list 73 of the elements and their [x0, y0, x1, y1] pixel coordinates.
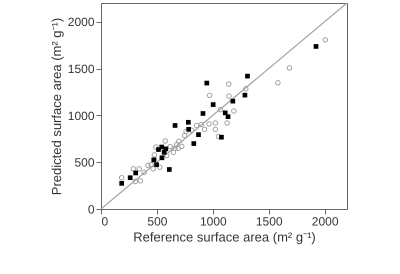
point [183, 128, 189, 134]
y-axis-title: Predicted surface area (m² g⁻¹) [48, 18, 64, 196]
x-tick-label: 500 [147, 214, 168, 228]
x-tick-label: 1000 [200, 214, 227, 228]
point [212, 126, 218, 132]
point [118, 174, 124, 180]
point [167, 144, 173, 150]
point [314, 44, 318, 49]
point [196, 132, 201, 137]
point [242, 92, 248, 98]
point [322, 37, 328, 43]
point [218, 106, 224, 112]
point [172, 123, 178, 128]
point [275, 80, 281, 86]
point [224, 120, 230, 126]
point [132, 178, 138, 184]
point [119, 181, 124, 186]
point [130, 166, 136, 172]
point [128, 175, 133, 180]
y-tick-label: 1500 [68, 62, 95, 76]
point [231, 108, 237, 114]
y-tick-label: 500 [74, 156, 95, 170]
point [175, 146, 181, 151]
point [153, 144, 159, 150]
point [186, 126, 192, 132]
point [230, 98, 236, 104]
point [150, 166, 156, 172]
point [202, 126, 208, 132]
point [226, 81, 232, 87]
y-tick-label: 2000 [68, 15, 95, 30]
x-axis-title: Reference surface area (m² g⁻¹) [133, 230, 316, 244]
point [141, 170, 147, 176]
x-tick-label: 0 [102, 214, 108, 228]
x-tick-label: 2000 [312, 214, 339, 228]
point [172, 146, 178, 151]
point [194, 122, 200, 128]
point [204, 80, 210, 86]
point [138, 178, 144, 184]
point [136, 166, 142, 172]
point [166, 167, 172, 172]
point [164, 152, 170, 158]
point [133, 170, 138, 176]
point [286, 65, 292, 71]
point [186, 120, 191, 125]
point [206, 121, 212, 127]
y-tick-label: 1000 [68, 108, 95, 123]
point [243, 86, 249, 92]
point [210, 102, 216, 107]
point [157, 164, 163, 170]
point [160, 155, 164, 160]
point [176, 138, 182, 144]
point [200, 111, 206, 116]
point [159, 144, 164, 150]
point [206, 92, 212, 98]
point [164, 146, 168, 152]
point [145, 162, 151, 168]
point [170, 150, 176, 156]
x-tick-label: 1500 [256, 214, 283, 228]
point [162, 138, 168, 144]
point [212, 120, 218, 126]
point [226, 93, 232, 99]
point [191, 141, 196, 146]
point [178, 144, 184, 150]
point [226, 114, 230, 120]
point [152, 152, 158, 158]
point [182, 132, 188, 138]
point [216, 134, 222, 140]
point [154, 162, 159, 168]
point [219, 134, 224, 140]
point [245, 74, 250, 78]
point [148, 162, 154, 168]
y-tick-label: 0 [88, 202, 95, 216]
point [198, 122, 204, 128]
